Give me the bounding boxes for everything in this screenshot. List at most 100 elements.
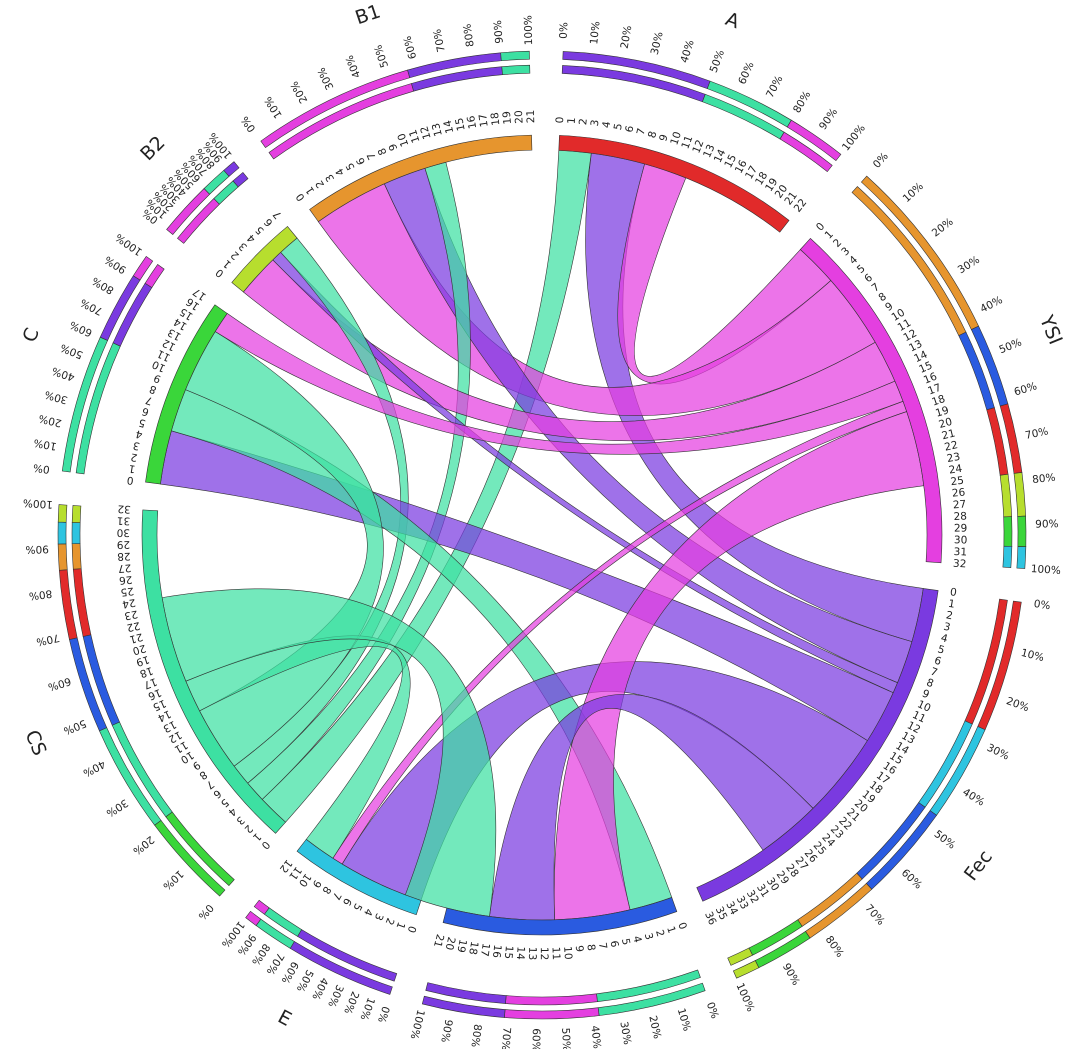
percent-label-B1: 40% — [344, 53, 364, 79]
percent-label-Fec: 40% — [960, 786, 986, 808]
tick-label-CS: 10 — [178, 748, 196, 765]
tick-label-YSI: 20 — [937, 416, 953, 431]
ribbon-B1-CS — [247, 161, 471, 800]
tick-label-A: 17 — [743, 164, 760, 182]
composition-ring-A — [779, 131, 833, 173]
tick-label-B1: 20 — [513, 110, 526, 124]
tick-label-B1: 3 — [323, 172, 337, 184]
tick-label-F: 3 — [642, 932, 655, 942]
tick-label-F: 8 — [584, 943, 597, 951]
percent-label-Fec: 60% — [899, 867, 924, 892]
tick-label-Fec: 8 — [925, 677, 936, 691]
tick-label-B1: 5 — [344, 161, 358, 172]
composition-ring-CS — [71, 522, 81, 545]
percent-label-Fec: 0% — [1033, 598, 1051, 612]
composition-ring-outer-YSI — [1013, 472, 1026, 517]
tick-label-F: 11 — [550, 947, 562, 961]
tick-label-A: 2 — [577, 118, 590, 126]
ribbon-F-Fec — [489, 693, 814, 921]
percent-label-C: 40% — [50, 364, 76, 383]
tick-label-B1: 6 — [354, 155, 368, 167]
composition-ring-CS — [71, 505, 82, 524]
tick-label-YSI: 30 — [954, 534, 968, 546]
percent-label-E: 0% — [375, 1005, 392, 1025]
arc-E — [296, 838, 422, 916]
percent-label-YSI: 20% — [930, 216, 956, 240]
tick-label-YSI: 23 — [946, 451, 961, 465]
tick-label-Fec: 0 — [949, 586, 957, 599]
tick-label-B1: 11 — [407, 128, 422, 144]
tick-label-Fec: 2 — [945, 609, 954, 622]
tick-label-CS: 21 — [128, 630, 144, 645]
tick-label-CS: 20 — [131, 642, 147, 657]
tick-label-YSI: 12 — [901, 327, 918, 344]
tick-label-B1: 10 — [396, 132, 412, 149]
percent-label-C: 90% — [102, 253, 128, 276]
tick-label-B1: 8 — [376, 146, 390, 157]
tick-label-YSI: 29 — [954, 522, 968, 534]
tick-label-F: 0 — [675, 921, 689, 931]
tick-label-YSI: 25 — [950, 475, 965, 489]
tick-label-F: 13 — [526, 947, 538, 961]
tick-label-Fec: 34 — [723, 900, 740, 918]
tick-label-F: 16 — [490, 944, 503, 959]
tick-label-Fec: 32 — [744, 888, 761, 906]
composition-ring-outer-Fec — [732, 960, 760, 979]
tick-label-A: 0 — [554, 116, 566, 123]
percent-label-F: 0% — [704, 1001, 721, 1021]
tick-label-A: 10 — [668, 130, 684, 147]
composition-ring-B2 — [232, 172, 249, 188]
tick-label-C: 8 — [148, 382, 158, 396]
tick-label-CS: 13 — [161, 718, 178, 735]
tick-label-F: 20 — [443, 936, 458, 952]
tick-label-F: 21 — [431, 933, 446, 949]
percent-label-A: 50% — [708, 48, 727, 74]
tick-label-F: 4 — [630, 935, 643, 945]
tick-label-A: 4 — [600, 120, 613, 129]
tick-label-F: 9 — [573, 945, 586, 953]
percent-label-A: 100% — [840, 122, 868, 153]
percent-label-C: 10% — [33, 436, 58, 452]
tick-label-C: 9 — [152, 371, 163, 385]
ribbon-C-CS — [185, 331, 384, 767]
composition-ring-outer-A — [786, 119, 842, 162]
ribbons-layer — [160, 150, 925, 921]
composition-ring-F — [425, 982, 507, 1004]
tick-label-C: 6 — [140, 405, 150, 419]
percent-label-YSI: 60% — [1013, 380, 1039, 398]
arc-C — [145, 304, 228, 485]
tick-label-F: 1 — [664, 925, 677, 935]
tick-label-C: 7 — [144, 393, 154, 407]
tick-label-A: 11 — [679, 134, 695, 151]
composition-ring-outer-E — [245, 910, 262, 926]
percent-label-A: 10% — [588, 21, 602, 45]
tick-label-E: 2 — [383, 916, 397, 927]
tick-label-Fec: 7 — [929, 666, 939, 680]
tick-label-YSI: 15 — [917, 359, 934, 375]
tick-label-YSI: 28 — [953, 510, 967, 523]
percent-label-CS: 80% — [28, 587, 53, 602]
tick-label-Fec: 3 — [942, 621, 951, 634]
percent-label-A: 20% — [619, 25, 635, 50]
percent-label-YSI: 30% — [956, 254, 982, 277]
percent-label-F: 20% — [646, 1015, 663, 1040]
tick-label-CS: 26 — [118, 573, 133, 586]
tick-label-E: 7 — [330, 890, 344, 902]
percent-label-Fec: 50% — [932, 828, 958, 852]
percent-label-CS: 0% — [196, 901, 216, 921]
percent-label-YSI: 80% — [1032, 472, 1057, 487]
percent-label-A: 30% — [649, 31, 666, 56]
composition-ring-outer-YSI — [1017, 515, 1027, 548]
percent-label-YSI: 50% — [997, 336, 1023, 356]
composition-ring-YSI — [999, 473, 1012, 518]
tick-label-F: 17 — [478, 942, 492, 957]
composition-ring-CS — [71, 543, 82, 570]
arc-Fec — [696, 588, 939, 902]
tick-label-F: 2 — [653, 928, 666, 938]
percent-label-CS: 70% — [35, 631, 60, 648]
segment-label-B2: B2 — [136, 132, 169, 165]
tick-label-B1: 19 — [501, 111, 514, 125]
tick-label-A: 16 — [733, 158, 750, 176]
composition-ring-E — [253, 899, 270, 915]
